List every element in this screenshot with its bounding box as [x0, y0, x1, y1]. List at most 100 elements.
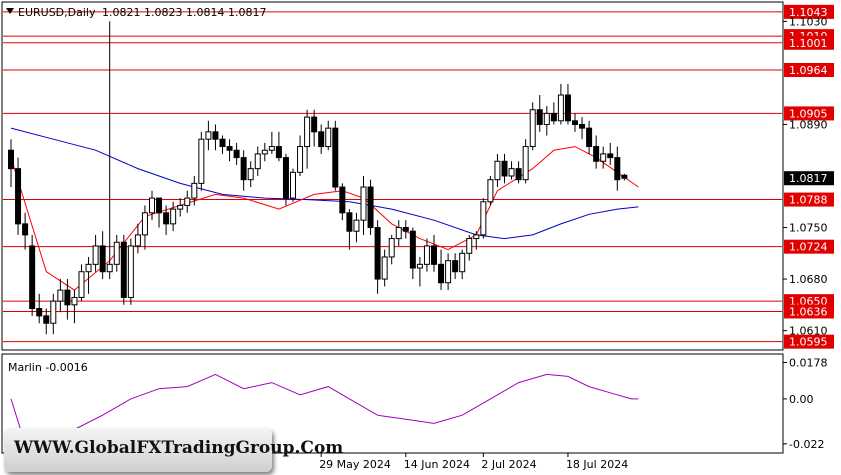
candle-23: [170, 201, 177, 232]
candle-7: [57, 279, 64, 313]
candle-body-16: [120, 241, 127, 298]
level-tag-text-9: 1.0595: [789, 336, 828, 349]
candle-53: [381, 249, 388, 287]
candle-body-51: [367, 186, 374, 229]
candle-37: [268, 131, 275, 154]
candle-59: [423, 238, 430, 272]
candle-body-69: [494, 160, 501, 181]
candle-body-36: [261, 149, 268, 155]
candle-body-17: [127, 245, 134, 298]
candle-63: [452, 253, 459, 280]
candle-66: [473, 231, 480, 250]
candle-71: [508, 161, 515, 180]
candle-14: [106, 21, 113, 280]
level-tag-text-5: 1.0788: [789, 194, 828, 207]
candle-78: [557, 83, 564, 125]
candle-46: [332, 120, 339, 191]
candle-body-65: [466, 238, 473, 254]
candle-85: [607, 142, 614, 165]
level-tag-text-8: 1.0636: [789, 305, 828, 318]
level-tag-text-2: 1.1001: [789, 37, 828, 50]
candle-body-52: [374, 227, 381, 280]
candle-body-60: [431, 245, 437, 265]
price-tick-label-3: 1.0680: [789, 273, 828, 286]
candle-body-49: [353, 219, 360, 232]
candle-body-61: [438, 263, 445, 284]
candle-83: [593, 135, 600, 169]
candle-body-28: [205, 131, 212, 140]
candle-body-10: [78, 271, 85, 298]
candle-body-84: [600, 153, 607, 162]
candle-body-71: [508, 168, 515, 177]
candle-body-58: [416, 263, 423, 269]
candle-69: [494, 153, 501, 188]
candle-20: [149, 190, 155, 221]
candle-body-74: [529, 109, 536, 148]
candle-54: [388, 234, 395, 265]
candle-40: [290, 168, 296, 202]
candle-body-18: [134, 234, 141, 247]
current-price-tag: [784, 171, 834, 186]
collapse-triangle-icon[interactable]: [6, 8, 14, 14]
level-tag-text-4: 1.0905: [789, 107, 828, 120]
candle-body-5: [43, 315, 50, 324]
candle-62: [445, 253, 452, 291]
candle-body-40: [290, 171, 296, 199]
candle-64: [459, 249, 466, 280]
candle-55: [395, 220, 402, 246]
candle-70: [501, 153, 508, 184]
candle-body-24: [177, 204, 184, 210]
candle-73: [522, 139, 529, 184]
candle-body-7: [57, 289, 64, 302]
candle-body-76: [543, 112, 550, 125]
candle-body-13: [99, 245, 106, 273]
candle-44: [318, 124, 325, 154]
candle-27: [198, 131, 205, 191]
candle-body-54: [388, 238, 395, 258]
candle-42: [304, 109, 311, 169]
candle-75: [536, 95, 543, 132]
candle-body-1: [15, 168, 22, 225]
candle-body-78: [557, 94, 564, 122]
candle-82: [586, 120, 593, 154]
candle-body-42: [304, 116, 311, 148]
watermark-text: WWW.GlobalFXTradingGroup.Com: [14, 438, 344, 458]
candle-body-62: [445, 260, 452, 284]
candle-3: [29, 234, 36, 316]
candle-body-80: [572, 120, 578, 125]
candle-body-79: [564, 94, 571, 122]
candle-body-63: [452, 260, 459, 273]
watermark-box: [4, 428, 272, 472]
candle-body-43: [311, 116, 318, 133]
oscillator-series: [10, 373, 639, 445]
candle-36: [261, 142, 268, 162]
indicator-label: Marlin -0.0016: [8, 361, 88, 374]
candle-body-46: [332, 127, 339, 188]
level-tag-text-3: 1.0964: [789, 64, 828, 77]
oscillator-line: [10, 373, 639, 445]
candle-39: [282, 153, 289, 206]
candle-17: [127, 238, 134, 305]
candle-34: [247, 161, 254, 188]
candle-body-29: [212, 131, 219, 140]
candle-79: [564, 83, 571, 125]
level-tag-text-6: 1.0724: [789, 241, 828, 254]
candle-body-75: [536, 109, 543, 125]
candle-body-66: [473, 234, 480, 240]
candle-body-37: [268, 146, 275, 151]
level-tag-4: [784, 106, 834, 121]
candle-body-85: [607, 153, 614, 159]
candle-body-73: [522, 146, 529, 181]
candle-65: [466, 234, 473, 261]
level-tag-0: [784, 4, 834, 19]
candle-16: [120, 234, 127, 305]
candle-30: [219, 135, 226, 154]
price-tick-label-1: 1.0890: [789, 118, 828, 131]
candle-body-55: [395, 227, 402, 240]
candle-body-9: [71, 296, 78, 306]
candle-body-21: [156, 197, 163, 214]
candle-84: [600, 146, 607, 169]
candle-81: [579, 117, 586, 140]
level-tag-text-0: 1.1043: [789, 6, 828, 19]
candle-33: [240, 150, 247, 191]
